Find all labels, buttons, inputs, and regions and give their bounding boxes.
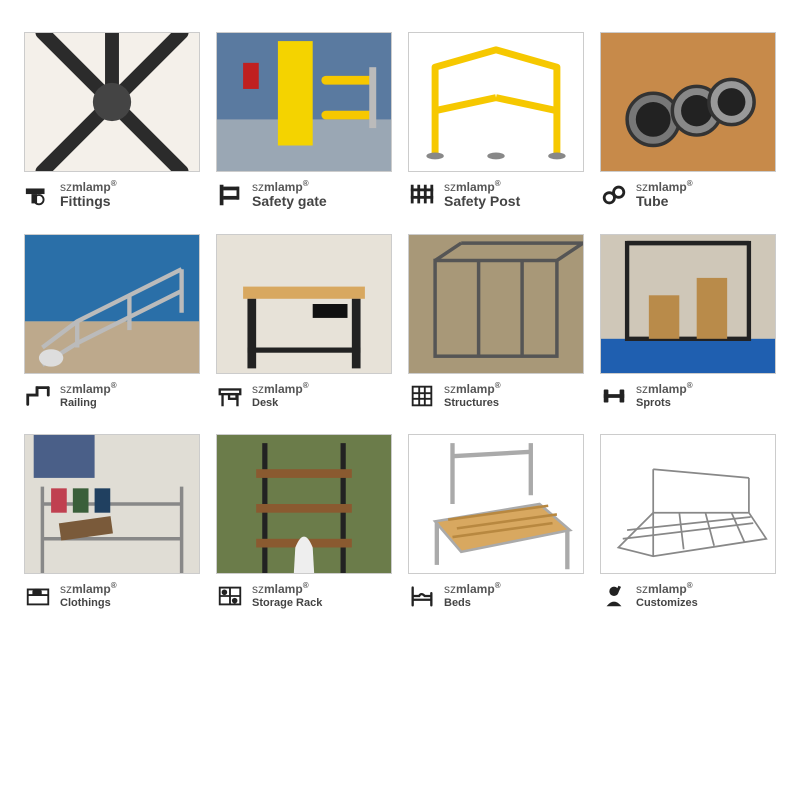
product-name: Safety Post xyxy=(444,194,520,209)
brand-name: szmlamp® xyxy=(252,382,309,396)
product-thumbnail xyxy=(408,234,584,374)
gate-icon xyxy=(216,181,244,209)
product-card-railing[interactable]: szmlamp®Railing xyxy=(24,234,200,410)
product-card-safety_post[interactable]: szmlamp®Safety Post xyxy=(408,32,584,210)
product-label-text: szmlamp®Safety Post xyxy=(444,180,520,210)
structures-icon xyxy=(408,382,436,410)
product-thumbnail xyxy=(408,434,584,574)
product-name: Tube xyxy=(636,194,693,209)
brand-name: szmlamp® xyxy=(252,582,322,596)
product-name: Beds xyxy=(444,597,501,609)
product-label-row: szmlamp®Safety Post xyxy=(408,180,584,210)
product-name: Sprots xyxy=(636,397,693,409)
product-label-row: szmlamp®Customizes xyxy=(600,582,776,610)
brand-name: szmlamp® xyxy=(444,582,501,596)
product-label-row: szmlamp®Clothings xyxy=(24,582,200,610)
product-label-row: szmlamp®Railing xyxy=(24,382,200,410)
product-card-tube[interactable]: szmlamp®Tube xyxy=(600,32,776,210)
clothings-icon xyxy=(24,582,52,610)
product-name: Customizes xyxy=(636,597,698,609)
storage-icon xyxy=(216,582,244,610)
product-label-text: szmlamp®Tube xyxy=(636,180,693,210)
product-label-text: szmlamp®Safety gate xyxy=(252,180,327,210)
product-name: Fittings xyxy=(60,194,117,209)
desk-icon xyxy=(216,382,244,410)
brand-name: szmlamp® xyxy=(60,382,117,396)
product-thumbnail xyxy=(600,434,776,574)
product-label-row: szmlamp®Storage Rack xyxy=(216,582,392,610)
product-label-text: szmlamp®Beds xyxy=(444,582,501,608)
product-card-fittings[interactable]: szmlamp®Fittings xyxy=(24,32,200,210)
fitting-icon xyxy=(24,181,52,209)
product-label-text: szmlamp®Railing xyxy=(60,382,117,408)
product-thumbnail xyxy=(24,234,200,374)
bed-icon xyxy=(408,582,436,610)
product-name: Desk xyxy=(252,397,309,409)
brand-name: szmlamp® xyxy=(444,180,520,194)
tube-icon xyxy=(600,181,628,209)
product-thumbnail xyxy=(408,32,584,172)
brand-name: szmlamp® xyxy=(444,382,501,396)
product-name: Structures xyxy=(444,397,501,409)
product-name: Railing xyxy=(60,397,117,409)
product-card-structures[interactable]: szmlamp®Structures xyxy=(408,234,584,410)
product-label-row: szmlamp®Fittings xyxy=(24,180,200,210)
product-card-beds[interactable]: szmlamp®Beds xyxy=(408,434,584,610)
product-label-row: szmlamp®Safety gate xyxy=(216,180,392,210)
product-card-clothings[interactable]: szmlamp®Clothings xyxy=(24,434,200,610)
product-label-text: szmlamp®Customizes xyxy=(636,582,698,608)
product-name: Safety gate xyxy=(252,194,327,209)
product-thumbnail xyxy=(216,32,392,172)
product-card-desk[interactable]: szmlamp®Desk xyxy=(216,234,392,410)
brand-name: szmlamp® xyxy=(252,180,327,194)
product-thumbnail xyxy=(600,32,776,172)
product-label-row: szmlamp®Tube xyxy=(600,180,776,210)
product-label-text: szmlamp®Storage Rack xyxy=(252,582,322,608)
product-label-text: szmlamp®Sprots xyxy=(636,382,693,408)
product-label-row: szmlamp®Structures xyxy=(408,382,584,410)
sports-icon xyxy=(600,382,628,410)
brand-name: szmlamp® xyxy=(636,582,698,596)
customize-icon xyxy=(600,582,628,610)
product-label-text: szmlamp®Clothings xyxy=(60,582,117,608)
brand-name: szmlamp® xyxy=(60,180,117,194)
fence-icon xyxy=(408,181,436,209)
product-card-sports[interactable]: szmlamp®Sprots xyxy=(600,234,776,410)
product-name: Clothings xyxy=(60,597,117,609)
product-thumbnail xyxy=(24,32,200,172)
product-label-row: szmlamp®Desk xyxy=(216,382,392,410)
product-thumbnail xyxy=(216,434,392,574)
product-card-customizes[interactable]: szmlamp®Customizes xyxy=(600,434,776,610)
product-thumbnail xyxy=(24,434,200,574)
product-label-text: szmlamp®Desk xyxy=(252,382,309,408)
product-card-safety_gate[interactable]: szmlamp®Safety gate xyxy=(216,32,392,210)
product-label-row: szmlamp®Beds xyxy=(408,582,584,610)
brand-name: szmlamp® xyxy=(60,582,117,596)
product-thumbnail xyxy=(216,234,392,374)
product-label-row: szmlamp®Sprots xyxy=(600,382,776,410)
brand-name: szmlamp® xyxy=(636,180,693,194)
product-card-storage[interactable]: szmlamp®Storage Rack xyxy=(216,434,392,610)
product-label-text: szmlamp®Structures xyxy=(444,382,501,408)
product-label-text: szmlamp®Fittings xyxy=(60,180,117,210)
railing-icon xyxy=(24,382,52,410)
product-name: Storage Rack xyxy=(252,597,322,609)
product-thumbnail xyxy=(600,234,776,374)
brand-name: szmlamp® xyxy=(636,382,693,396)
